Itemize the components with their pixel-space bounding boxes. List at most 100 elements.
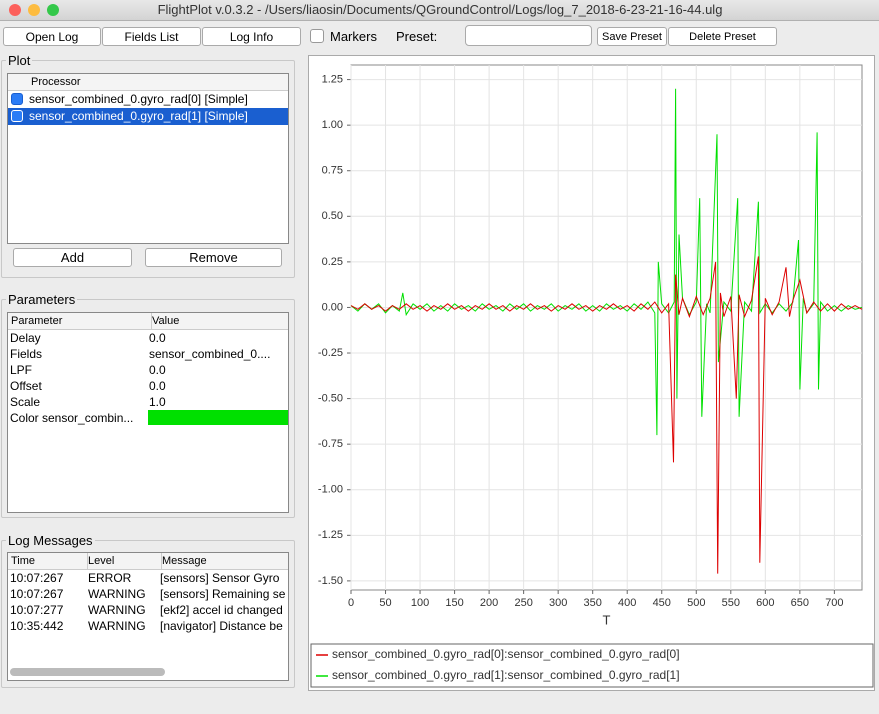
legend-label: sensor_combined_0.gyro_rad[1]:sensor_com…	[332, 668, 680, 682]
legend-label: sensor_combined_0.gyro_rad[0]:sensor_com…	[332, 647, 680, 661]
parameters-title: Parameters	[6, 292, 78, 307]
parameter-value: sensor_combined_0....	[149, 347, 271, 361]
add-button[interactable]: Add	[13, 248, 132, 267]
open-log-button[interactable]: Open Log	[3, 27, 101, 46]
parameter-row: Delay 0.0	[8, 330, 288, 346]
log-cell: 10:35:442	[10, 619, 64, 633]
row-checkbox[interactable]	[11, 110, 23, 122]
markers-label: Markers	[330, 29, 377, 44]
color-swatch[interactable]	[148, 410, 288, 425]
x-tick-label: 200	[480, 597, 498, 609]
table-header: Parameter Value	[8, 313, 288, 330]
data-line	[350, 88, 863, 436]
log-cell: ERROR	[88, 571, 132, 585]
y-tick-label: -0.75	[318, 438, 343, 450]
parameter-row: Offset 0.0	[8, 378, 288, 394]
y-tick-label: 1.00	[322, 119, 343, 131]
y-tick-label: -1.25	[318, 529, 343, 541]
x-tick-label: 250	[514, 597, 532, 609]
log-cell: [sensors] Remaining se	[160, 587, 286, 601]
parameter-row: LPF 0.0	[8, 362, 288, 378]
log-cell: WARNING	[88, 603, 146, 617]
fields-list-button[interactable]: Fields List	[102, 27, 201, 46]
parameter-row: Scale 1.0	[8, 394, 288, 410]
x-tick-label: 100	[411, 597, 429, 609]
preset-label: Preset:	[396, 29, 438, 44]
y-tick-label: 0.25	[322, 256, 343, 268]
log-cell: 10:07:267	[10, 571, 64, 585]
x-tick-label: 700	[825, 597, 843, 609]
parameter-value: 0.0	[149, 331, 166, 345]
markers-checkbox[interactable]	[310, 29, 324, 43]
delete-preset-button[interactable]: Delete Preset	[668, 27, 777, 46]
x-tick-label: 150	[445, 597, 463, 609]
preset-combo[interactable]	[465, 25, 592, 46]
x-tick-label: 550	[722, 597, 740, 609]
y-tick-label: 1.25	[322, 73, 343, 85]
log-group	[1, 540, 295, 688]
remove-button[interactable]: Remove	[145, 248, 282, 267]
x-tick-label: 300	[549, 597, 567, 609]
x-tick-label: 600	[756, 597, 774, 609]
parameter-name: Fields	[10, 347, 43, 361]
y-tick-label: -1.50	[318, 575, 343, 587]
plot-area	[350, 64, 863, 591]
log-cell: 10:07:267	[10, 587, 64, 601]
table-header: Time Level Message	[8, 553, 288, 570]
x-axis-label: T	[603, 612, 611, 627]
row-text: sensor_combined_0.gyro_rad[1] [Simple]	[29, 109, 248, 123]
header-cell: Parameter	[8, 313, 152, 329]
header-cell: Value	[149, 313, 288, 329]
y-tick-label: 0.00	[322, 301, 343, 313]
x-tick-label: 450	[653, 597, 671, 609]
log-cell: 10:07:277	[10, 603, 64, 617]
data-line	[350, 256, 863, 574]
y-tick-label: -0.50	[318, 393, 343, 405]
log-cell: WARNING	[88, 587, 146, 601]
parameter-row: Color sensor_combin...	[8, 410, 288, 426]
header-cell: Message	[159, 553, 288, 569]
parameter-name: Color sensor_combin...	[10, 411, 134, 425]
legend	[310, 643, 874, 688]
zoom-button[interactable]	[47, 4, 59, 16]
parameter-value: 0.0	[149, 363, 166, 377]
close-button[interactable]	[9, 4, 21, 16]
list-header: Processor	[8, 74, 288, 91]
plot-group-title: Plot	[6, 53, 33, 68]
log-table: Time Level Message 10:07:267 ERROR [sensors]…	[7, 552, 289, 681]
log-cell: [sensors] Sensor Gyro	[160, 571, 280, 585]
log-cell: [navigator] Distance be	[160, 619, 283, 633]
log-row: 10:07:267 WARNING [sensors] Remaining se	[8, 586, 288, 602]
header-cell: Processor	[28, 74, 288, 90]
parameters-table: Parameter Value Delay 0.0 Fields sensor_comb…	[7, 312, 289, 513]
parameter-name: Offset	[10, 379, 42, 393]
minimize-button[interactable]	[28, 4, 40, 16]
scrollbar[interactable]	[10, 668, 165, 676]
chart: 1.25 1.00 0.75 0.50 0.25 0.00 -0.25 -0.50 -0.75 -…	[310, 64, 874, 688]
parameter-value: 1.0	[149, 395, 166, 409]
log-cell: [ekf2] accel id changed	[160, 603, 283, 617]
processor-row[interactable]: sensor_combined_0.gyro_rad[1] [Simple]	[8, 108, 288, 125]
x-tick-label: 50	[379, 597, 391, 609]
row-checkbox[interactable]	[11, 93, 23, 105]
log-cell: WARNING	[88, 619, 146, 633]
log-title: Log Messages	[6, 533, 95, 548]
x-tick-label: 0	[348, 597, 354, 609]
log-row: 10:07:277 WARNING [ekf2] accel id changed	[8, 602, 288, 618]
y-tick-label: -1.00	[318, 484, 343, 496]
header-cell: Time	[8, 553, 88, 569]
processor-row[interactable]: sensor_combined_0.gyro_rad[0] [Simple]	[8, 91, 288, 108]
parameter-name: Delay	[10, 331, 41, 345]
y-tick-label: -0.25	[318, 347, 343, 359]
log-row: 10:35:442 WARNING [navigator] Distance be	[8, 618, 288, 634]
row-text: sensor_combined_0.gyro_rad[0] [Simple]	[29, 92, 248, 106]
y-tick-label: 0.50	[322, 210, 343, 222]
window-title: FlightPlot v.0.3.2 - /Users/liaosin/Docu…	[157, 2, 723, 17]
parameter-name: Scale	[10, 395, 41, 409]
plot-group	[1, 60, 295, 278]
parameter-row: Fields sensor_combined_0....	[8, 346, 288, 362]
x-tick-label: 650	[791, 597, 809, 609]
save-preset-button[interactable]: Save Preset	[597, 27, 667, 46]
log-info-button[interactable]: Log Info	[202, 27, 301, 46]
